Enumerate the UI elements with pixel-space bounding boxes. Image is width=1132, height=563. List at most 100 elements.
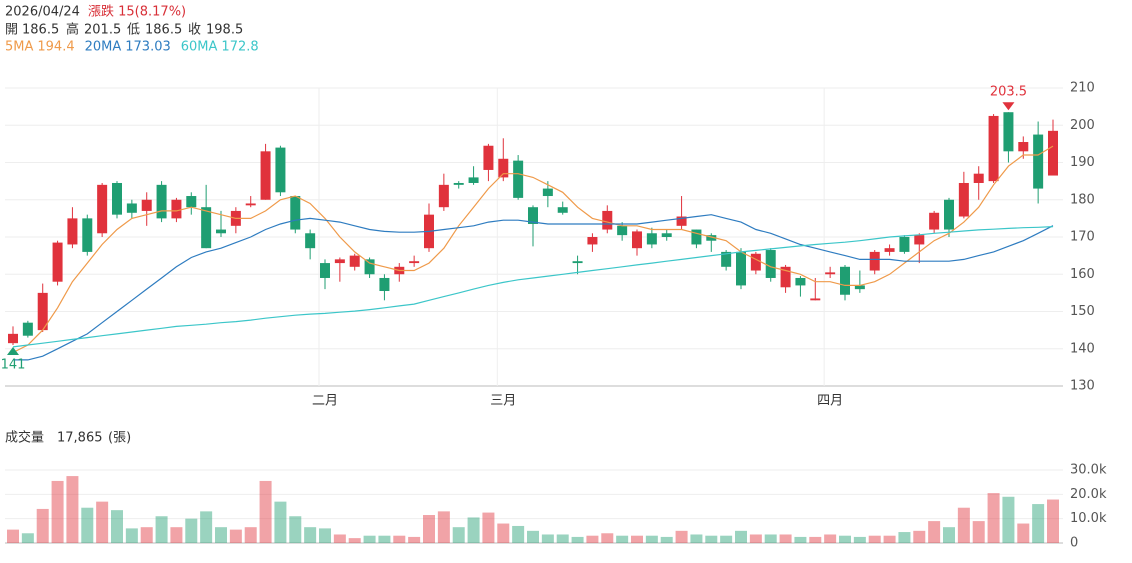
candle-body [810, 298, 821, 301]
y-tick-label: 210 [1070, 81, 1095, 96]
candle-body [52, 242, 63, 282]
volume-bar [319, 528, 331, 543]
y-tick-label: 170 [1070, 230, 1095, 245]
candle-body [186, 196, 197, 208]
volume-bar [972, 521, 985, 543]
y-tick-label: 0 [1070, 536, 1078, 551]
candle-body [780, 266, 791, 288]
volume-bar [333, 534, 346, 543]
candle-body [973, 173, 984, 183]
legend-name: 5MA [5, 40, 33, 55]
volume-bar [601, 533, 614, 543]
volume-bar [289, 516, 302, 543]
volume-bar [645, 535, 658, 543]
close-label: 收 [188, 23, 201, 38]
candle-body [854, 285, 865, 290]
volume-bar [779, 534, 792, 543]
low-label: 低 [127, 23, 140, 38]
volume-bar [274, 501, 287, 543]
ma-line [12, 145, 1054, 354]
volume-bar [987, 493, 1000, 543]
open-label: 開 [5, 23, 18, 38]
volume-bar [378, 535, 391, 543]
candle-body [8, 333, 18, 344]
volume-bar [1017, 523, 1030, 543]
candle-body [37, 292, 48, 331]
y-tick-label: 150 [1070, 304, 1095, 319]
candle-body [1033, 134, 1044, 189]
volume-bar [170, 527, 183, 543]
candle-body [765, 250, 776, 278]
candle-body [141, 199, 152, 211]
volume-bar [616, 535, 629, 543]
volume-bar [631, 535, 643, 543]
y-tick-label: 30.0k [1070, 463, 1107, 478]
high-value: 201.5 [84, 23, 121, 38]
candle-body [364, 259, 375, 275]
candle-body [528, 207, 538, 224]
volume-bar [868, 535, 881, 543]
candle-body [82, 218, 93, 252]
volume-bar [1047, 499, 1059, 543]
candle-body [171, 199, 182, 219]
volume-bar [556, 534, 569, 543]
y-tick-label: 10.0k [1070, 511, 1107, 526]
close-value: 198.5 [206, 23, 243, 38]
volume-bar [913, 530, 926, 543]
volume-bar [794, 536, 807, 543]
volume-bar [259, 480, 272, 543]
header: 2026/04/24 漲跌 15(8.17%) 開 186.5 高 201.5 … [5, 4, 243, 446]
candle-body [513, 160, 524, 198]
candle-body [112, 182, 122, 215]
candle-body [958, 182, 969, 217]
high-label: 203.5 [990, 85, 1027, 100]
volume-bar [749, 534, 762, 543]
volume-value: 17,865 [57, 431, 103, 446]
candle-body [67, 218, 78, 245]
candle-body [22, 322, 33, 336]
volume-bar [898, 532, 911, 543]
volume-bar [467, 517, 480, 543]
volume-bar [423, 515, 435, 543]
candle-body [349, 255, 360, 267]
volume-bar [571, 536, 584, 543]
volume-bar [304, 527, 317, 543]
volume-title: 成交量 [5, 430, 44, 446]
candle-body [409, 261, 420, 264]
candle-body [260, 151, 271, 200]
candle-body [840, 266, 850, 295]
y-tick-label: 190 [1070, 155, 1095, 170]
y-tick-label: 180 [1070, 192, 1095, 207]
candle-body [914, 235, 925, 245]
ma-line [13, 214, 1054, 361]
volume-bar [1002, 496, 1015, 543]
candle-body [632, 231, 642, 249]
volume-bar [839, 535, 851, 543]
volume-bar [883, 535, 896, 543]
volume-bar [111, 510, 123, 543]
volume-bar [229, 529, 242, 543]
candle-body [542, 188, 553, 197]
candle-body [899, 237, 910, 252]
candle-body [661, 233, 672, 237]
volume-bar [853, 536, 866, 543]
volume-bar [96, 501, 109, 543]
candle-body [290, 196, 301, 230]
legend-value: 194.4 [37, 40, 74, 55]
candle-body [929, 212, 940, 230]
volume-bar [957, 507, 970, 543]
change: 漲跌 15(8.17%) [88, 4, 186, 20]
volume-bar [200, 511, 213, 543]
legend-value: 173.03 [125, 40, 171, 55]
candle-body [1048, 130, 1058, 176]
volume-unit: (張) [108, 431, 131, 446]
volume-bar [1032, 504, 1045, 543]
candle-body [869, 251, 880, 271]
volume-bar [66, 476, 79, 543]
volume-bar [140, 527, 153, 543]
candle-body [97, 184, 108, 234]
high-marker [1002, 102, 1015, 111]
legend-name: 20MA [85, 40, 122, 55]
volume-bar [36, 508, 49, 543]
volume-bar [943, 527, 955, 543]
